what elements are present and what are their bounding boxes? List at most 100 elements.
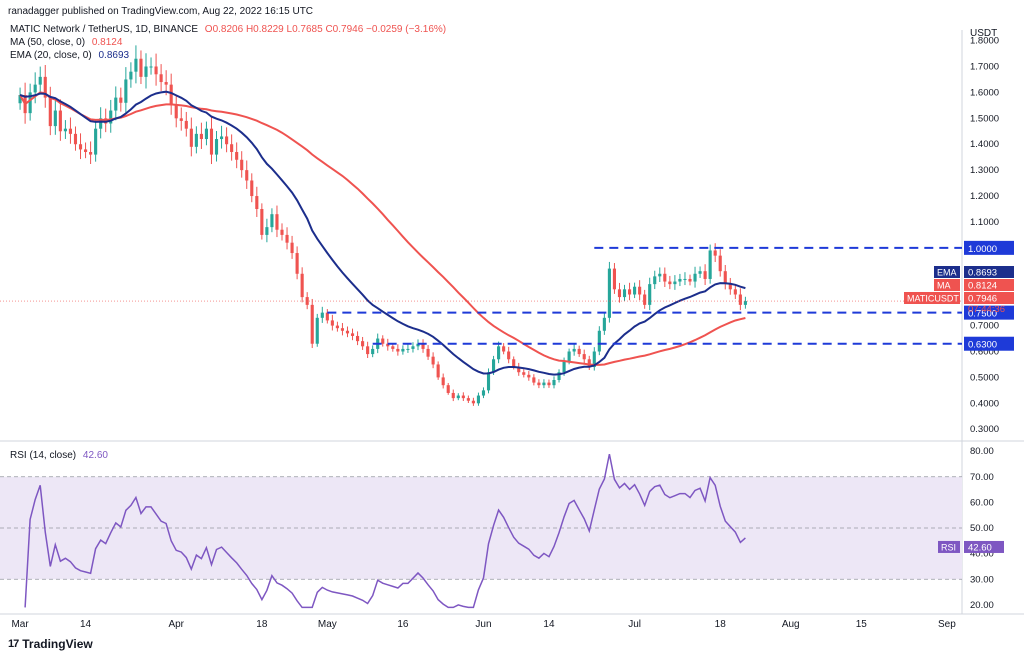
price-tick-label: 1.8000 <box>970 36 999 47</box>
candle-down <box>280 229 284 235</box>
rsi-line <box>24 453 746 609</box>
candle-down <box>582 354 586 360</box>
tradingview-logo-icon: 17 <box>8 638 19 650</box>
rsi-tick-label: 80.00 <box>970 446 994 457</box>
candle-up <box>109 110 113 124</box>
candle-down <box>285 234 289 243</box>
candle-up <box>648 284 652 305</box>
candle-down <box>345 330 350 334</box>
ma-legend[interactable]: MA (50, close, 0) 0.8124 <box>10 37 122 48</box>
price-tag-value: 0.8693 <box>968 268 997 279</box>
candle-down <box>295 253 299 274</box>
price-tag-name: MATICUSDT <box>907 294 959 304</box>
candle-down <box>335 325 339 329</box>
rsi-tick-label: 20.00 <box>970 600 994 611</box>
price-tag-name-box <box>934 279 960 291</box>
candle-down <box>436 364 440 378</box>
candle-up <box>28 92 32 114</box>
candle-down <box>83 149 88 152</box>
candle-down <box>688 278 692 282</box>
time-tick-label: May <box>318 619 337 630</box>
candle-down <box>139 58 143 77</box>
price-tag-name: MA <box>937 281 951 291</box>
candle-up <box>214 139 219 155</box>
candle-down <box>154 66 158 75</box>
candle-down <box>703 271 707 279</box>
candle-down <box>381 338 385 344</box>
candle-down <box>159 74 163 83</box>
price-axis-unit: USDT <box>970 28 997 39</box>
rsi-tick-label: 40.00 <box>970 549 994 560</box>
level-tag-label: 1.0000 <box>968 244 997 255</box>
level-tag <box>964 336 1014 351</box>
candle-down <box>421 343 425 349</box>
candle-up <box>219 136 224 140</box>
candle-up <box>134 58 138 72</box>
candle-up <box>38 76 42 85</box>
candle-down <box>43 76 47 98</box>
ma50-line <box>19 91 746 366</box>
candle-down <box>466 398 470 401</box>
candle-down <box>718 255 722 272</box>
candle-down <box>738 294 742 305</box>
rsi-legend-label: RSI (14, close) <box>10 450 77 461</box>
candle-up <box>265 227 269 235</box>
candle-down <box>290 242 294 254</box>
price-tag-box <box>964 279 1014 291</box>
price-tick-label: 1.3000 <box>970 165 999 176</box>
candle-up <box>673 281 677 285</box>
candle-down <box>245 170 249 181</box>
time-tick-label: 16 <box>397 619 409 630</box>
time-tick-label: 18 <box>256 619 268 630</box>
candle-up <box>99 118 103 129</box>
ema-legend[interactable]: EMA (20, close, 0) 0.8693 <box>10 50 129 61</box>
price-tick-label: 1.4000 <box>970 139 999 150</box>
candle-up <box>401 348 405 352</box>
candle-up <box>491 359 496 373</box>
symbol-legend[interactable]: MATIC Network / TetherUS, 1D, BINANCE O0… <box>10 24 446 35</box>
price-tick-label: 1.7000 <box>970 62 999 73</box>
candle-up <box>18 95 22 104</box>
candle-down <box>396 348 400 352</box>
rsi-legend[interactable]: RSI (14, close) 42.60 <box>10 450 108 461</box>
candle-down <box>507 351 511 360</box>
candle-up <box>607 268 611 318</box>
candle-down <box>391 346 395 349</box>
rsi-tick-label: 50.00 <box>970 523 994 534</box>
price-tag-box <box>964 292 1014 304</box>
rsi-legend-value: 42.60 <box>82 450 108 461</box>
time-tick-label: Sep <box>938 619 956 630</box>
candle-down <box>517 367 521 373</box>
candle-down <box>300 273 304 298</box>
candle-down <box>446 385 450 393</box>
candle-down <box>361 341 365 347</box>
candle-up <box>572 348 576 352</box>
candle-down <box>340 328 345 331</box>
candle-up <box>194 133 198 147</box>
rsi-tick-label: 30.00 <box>970 574 994 585</box>
tradingview-footer[interactable]: 17 TradingView <box>8 637 93 651</box>
price-tick-label: 0.4000 <box>970 398 999 409</box>
candle-up <box>683 278 687 280</box>
price-tag-countdown: 07:44:36 <box>968 304 1005 315</box>
price-tag-box <box>964 266 1014 278</box>
candle-down <box>532 377 536 383</box>
level-tag <box>964 305 1014 320</box>
candle-down <box>250 180 254 197</box>
time-tick-label: 14 <box>80 619 92 630</box>
candle-up <box>94 128 98 155</box>
candle-up <box>33 84 37 93</box>
candle-down <box>305 297 309 305</box>
price-tag-name-box <box>904 292 960 304</box>
price-tick-label: 0.6000 <box>970 347 999 358</box>
candle-down <box>663 273 667 282</box>
candle-down <box>713 250 717 256</box>
candle-down <box>386 343 390 347</box>
candle-down <box>366 346 370 355</box>
tradingview-brand: TradingView <box>22 637 93 651</box>
time-tick-label: Mar <box>11 619 29 630</box>
candle-down <box>199 133 203 140</box>
level-tag <box>964 240 1014 255</box>
candle-up <box>552 380 556 386</box>
